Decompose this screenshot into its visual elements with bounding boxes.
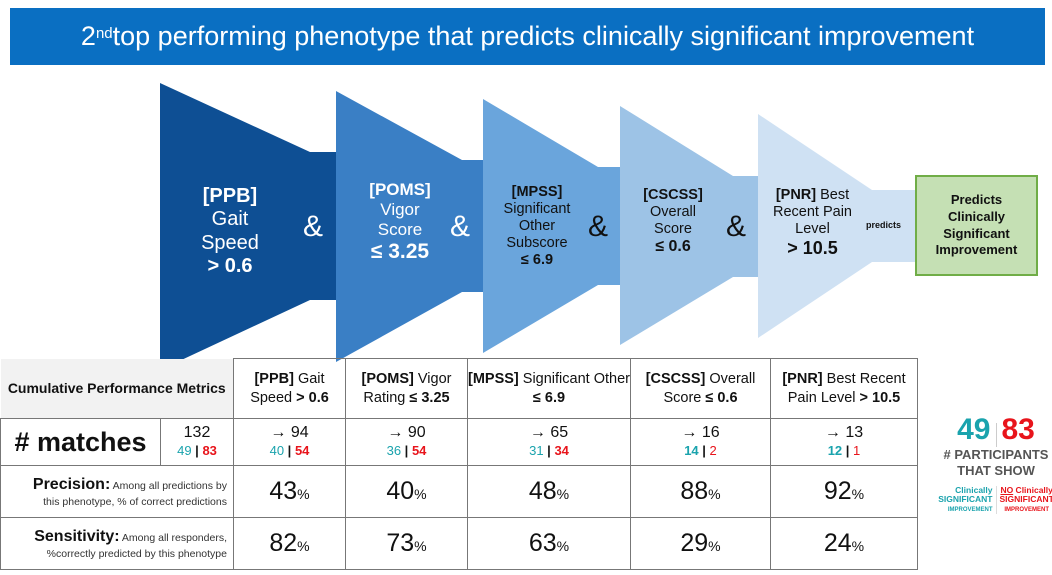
table-row-matches: # matches 132 49 | 83 → 94 40 | 54 → 90 36 … bbox=[0, 418, 918, 466]
table-row-sensitivity: Sensitivity: Among all responders, %corre… bbox=[0, 517, 918, 570]
column-header: [PPB] Gait Speed > 0.6 bbox=[233, 358, 346, 419]
matches-cell: → 90 36 | 54 bbox=[345, 418, 468, 466]
and-symbol: & bbox=[450, 210, 471, 243]
funnel-stage-5 bbox=[758, 114, 915, 338]
stage-2-label: [POMS] Vigor Score ≤ 3.25 bbox=[369, 180, 431, 263]
funnel-stage-4 bbox=[620, 106, 758, 345]
outcome-box: Predicts Clinically Significant Improvem… bbox=[915, 175, 1038, 276]
precision-cell: 40% bbox=[345, 465, 468, 518]
predicts-label: predicts bbox=[866, 220, 902, 230]
matches-cell: 132 49 | 83 bbox=[160, 418, 234, 466]
stage-5-label: [PNR] Best Recent Pain Level > 10.5 bbox=[773, 187, 852, 258]
and-symbol: & bbox=[303, 210, 324, 243]
column-header: [CSCSS] Overall Score ≤ 0.6 bbox=[630, 358, 771, 419]
legend-no-count: 83 bbox=[1001, 413, 1035, 446]
matches-label: # matches bbox=[0, 418, 161, 466]
precision-label: Precision: Among all predictions by this … bbox=[0, 465, 234, 518]
funnel-stage-3 bbox=[483, 99, 620, 353]
table-row-precision: Precision: Among all predictions by this … bbox=[0, 465, 918, 518]
table-corner-header: Cumulative Performance Metrics bbox=[0, 358, 234, 419]
column-header: [POMS] Vigor Rating ≤ 3.25 bbox=[345, 358, 468, 419]
stage-4-label: [CSCSS] Overall Score ≤ 0.6 bbox=[643, 187, 703, 255]
stage-3-label: [MPSS] Significant Other Subscore ≤ 6.9 bbox=[503, 184, 571, 268]
precision-cell: 88% bbox=[630, 465, 771, 518]
funnel-stage-1 bbox=[160, 83, 336, 370]
matches-cell: → 13 12 | 1 bbox=[770, 418, 918, 466]
sensitivity-cell: 82% bbox=[233, 517, 346, 570]
matches-cell: → 16 14 | 2 bbox=[630, 418, 771, 466]
sensitivity-cell: 29% bbox=[630, 517, 771, 570]
column-header: [PNR] Best Recent Pain Level > 10.5 bbox=[770, 358, 918, 419]
sensitivity-cell: 73% bbox=[345, 517, 468, 570]
precision-cell: 43% bbox=[233, 465, 346, 518]
precision-cell: 48% bbox=[467, 465, 631, 518]
legend-no-label: NO Clinically SIGNIFICANT IMPROVEMENT bbox=[999, 484, 1052, 514]
legend-yes-count: 49 bbox=[957, 413, 991, 446]
legend-yes-label: Clinically SIGNIFICANT IMPROVEMENT bbox=[935, 485, 997, 514]
and-symbol: & bbox=[726, 210, 747, 243]
stage-1-label: [PPB] Gait Speed > 0.6 bbox=[201, 185, 259, 278]
sensitivity-cell: 24% bbox=[770, 517, 918, 570]
matches-cell: → 65 31 | 34 bbox=[467, 418, 631, 466]
column-header: [MPSS] Significant Other ≤ 6.9 bbox=[467, 358, 631, 419]
matches-cell: → 94 40 | 54 bbox=[233, 418, 346, 466]
participants-legend: 49 83 # PARTICIPANTS THAT SHOW Clinically… bbox=[938, 413, 1052, 514]
and-symbol: & bbox=[588, 210, 609, 243]
sensitivity-cell: 63% bbox=[467, 517, 631, 570]
precision-cell: 92% bbox=[770, 465, 918, 518]
funnel-stage-2 bbox=[336, 91, 483, 362]
performance-metrics-table: Cumulative Performance Metrics [PPB] Gai… bbox=[0, 358, 918, 570]
sensitivity-label: Sensitivity: Among all responders, %corre… bbox=[0, 517, 234, 570]
